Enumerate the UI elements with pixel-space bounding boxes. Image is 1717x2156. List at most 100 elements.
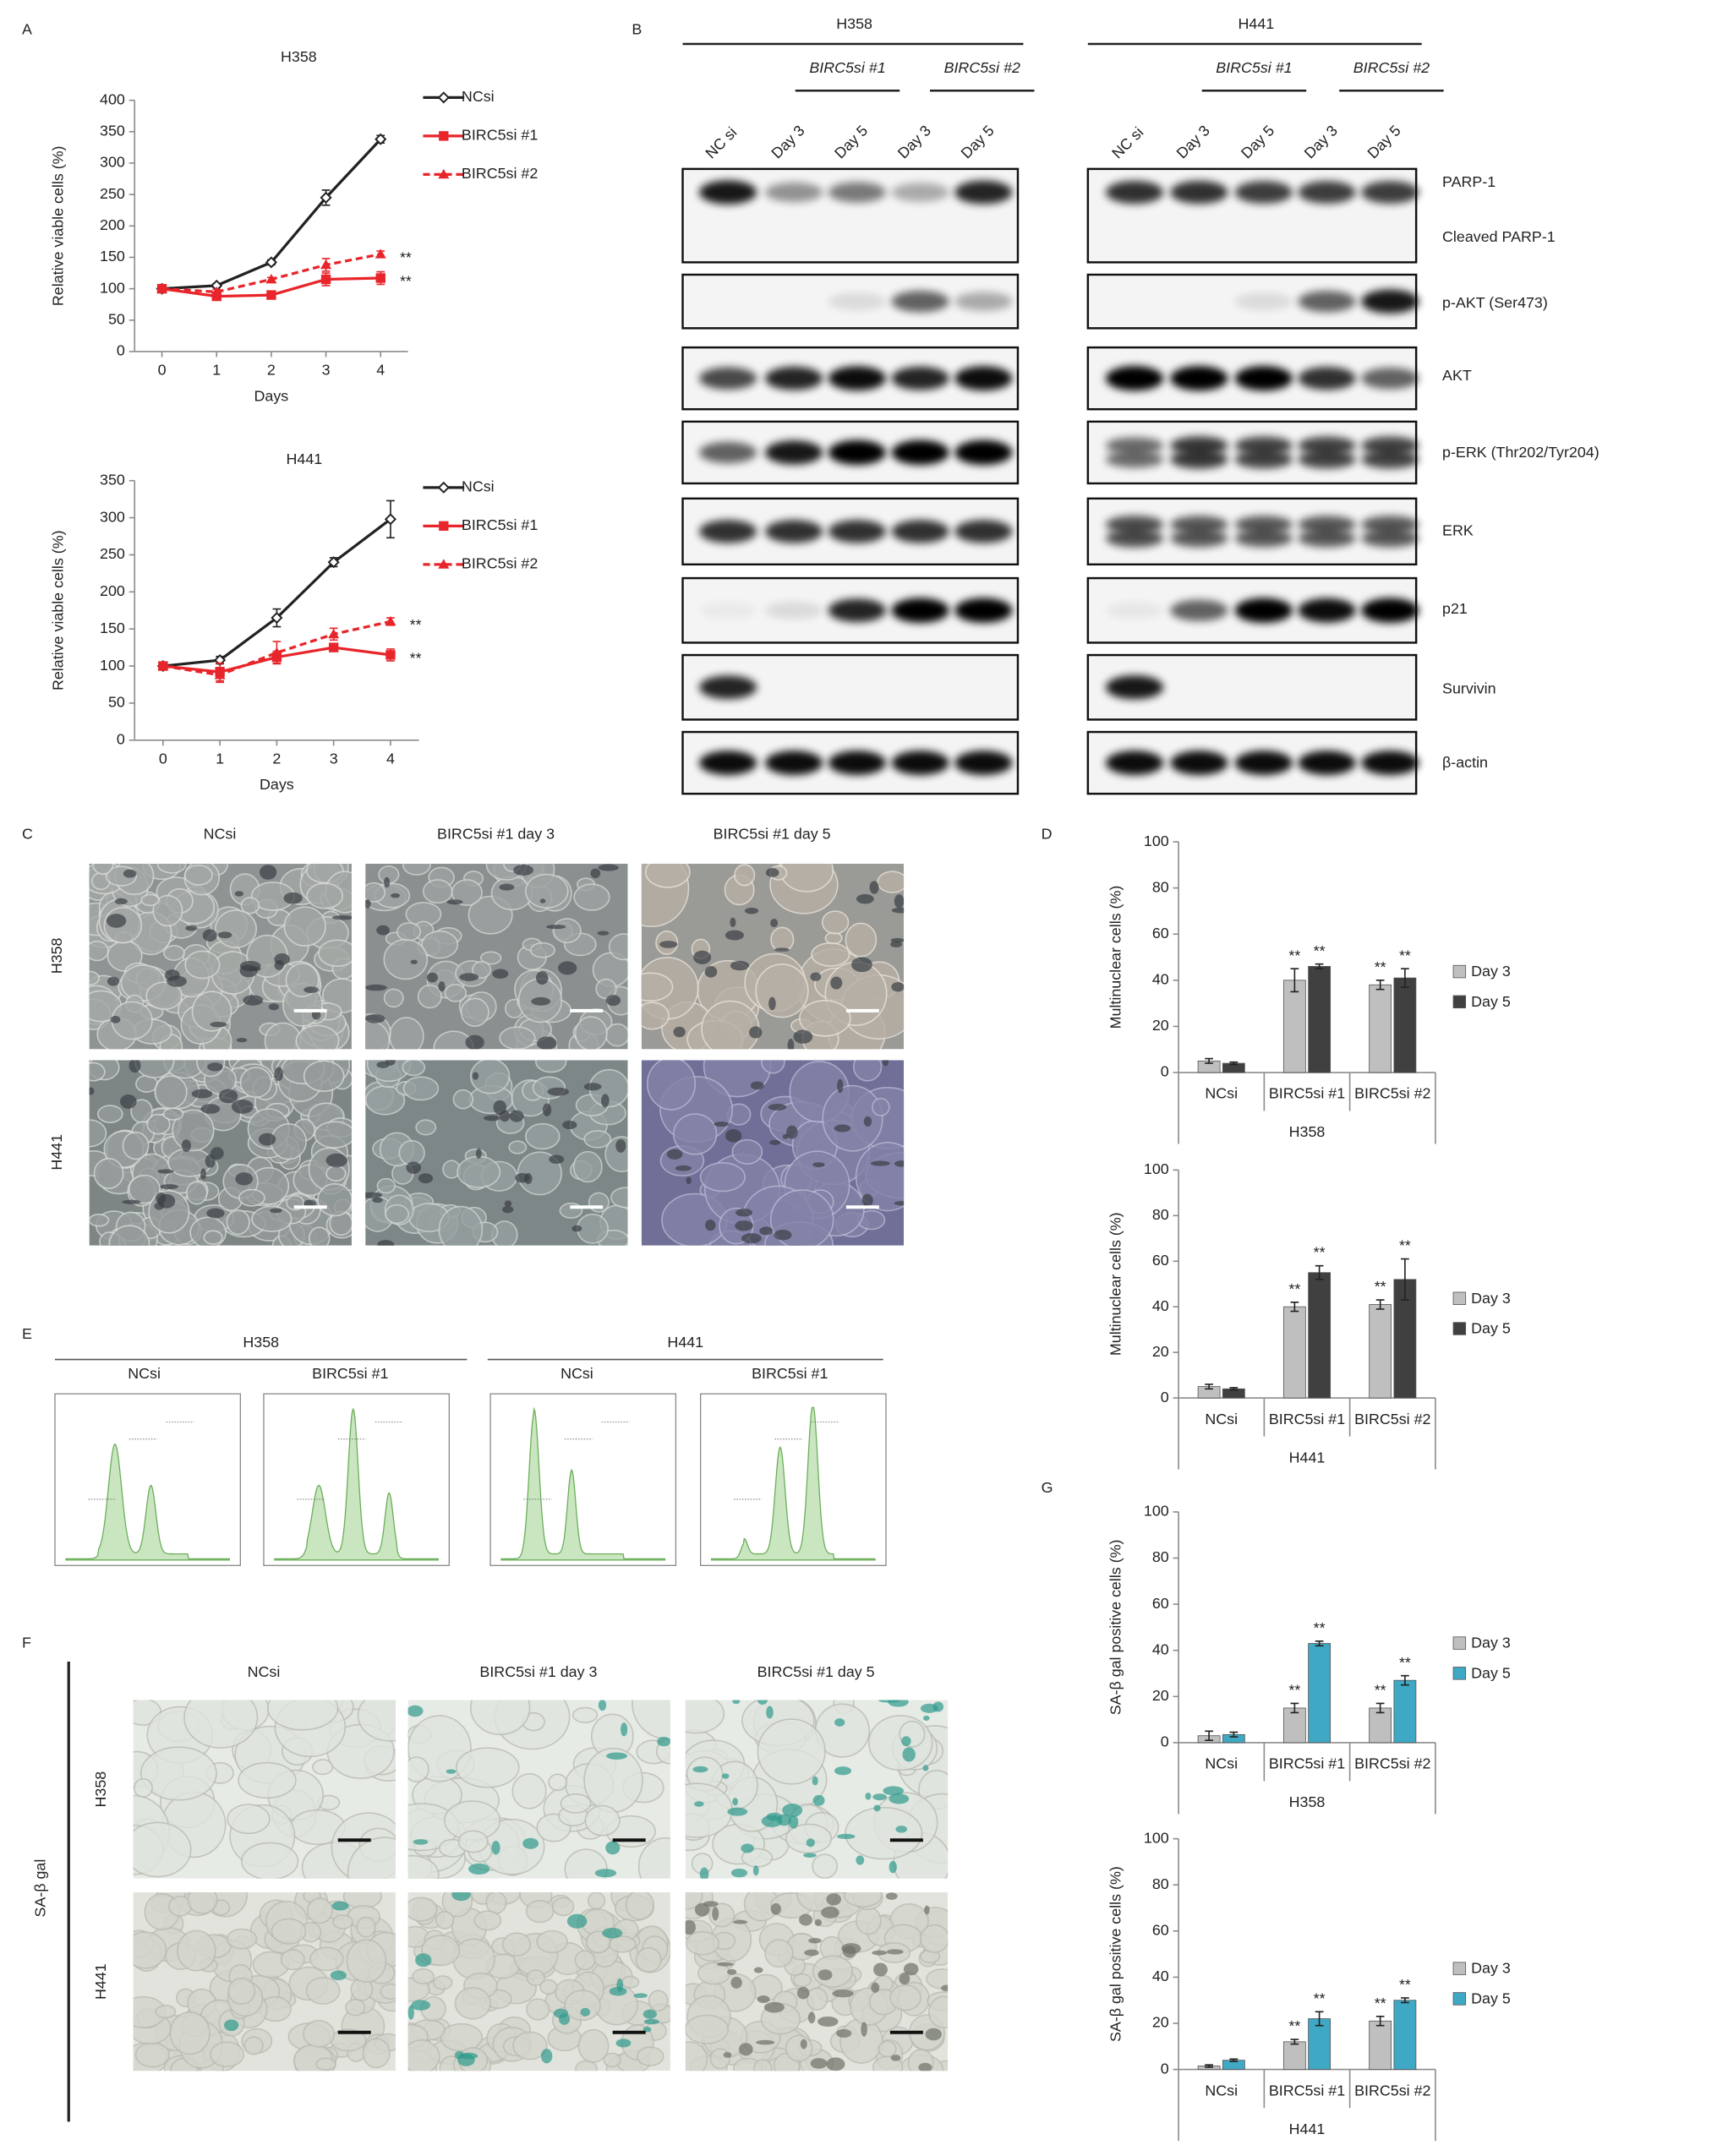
significance: ** — [1399, 1976, 1411, 1993]
cell — [573, 883, 610, 911]
x-tick-label: BIRC5si #2 — [1354, 2082, 1430, 2099]
stain-spot — [235, 1172, 254, 1186]
error-bar — [1205, 1730, 1213, 1741]
stain-spot — [120, 1094, 137, 1109]
y-tick-label: 80 — [1152, 1206, 1169, 1223]
bar — [1369, 1304, 1392, 1399]
band — [828, 751, 886, 775]
cell — [133, 1821, 192, 1878]
stain-spot — [810, 972, 822, 981]
stain-spot — [744, 907, 759, 914]
cell — [93, 1157, 124, 1189]
cell — [417, 984, 442, 1009]
band — [1170, 751, 1228, 775]
stain-spot — [472, 1072, 479, 1080]
y-tick-label: 60 — [1152, 925, 1169, 942]
legend-label: NCsi — [462, 88, 495, 105]
marker — [328, 642, 339, 652]
marker — [375, 248, 386, 259]
lane-label: NC si — [1108, 123, 1146, 161]
cell — [303, 1060, 345, 1093]
cell — [89, 940, 109, 962]
stain-spot — [712, 1907, 719, 1921]
stain-spot — [768, 996, 776, 1011]
cell — [685, 1892, 703, 1910]
band — [1105, 366, 1164, 391]
y-tick-label: 40 — [1152, 1640, 1169, 1657]
cell — [315, 2057, 336, 2071]
stain-spot — [418, 1173, 434, 1184]
cell — [407, 2039, 440, 2071]
blot-label: Survivin — [1442, 680, 1496, 696]
cell — [574, 1016, 608, 1050]
legend-label: Day 5 — [1471, 1320, 1511, 1337]
error-bar — [1375, 2016, 1385, 2027]
cell — [673, 1113, 718, 1155]
cell — [811, 942, 850, 967]
significance: ** — [1375, 1995, 1386, 2011]
stain-spot — [376, 1061, 390, 1068]
cell — [226, 1209, 250, 1236]
x-tick-label: 4 — [376, 361, 385, 378]
stain-spot — [735, 1220, 753, 1231]
cell — [89, 1119, 107, 1148]
legend-label: BIRC5si #2 — [462, 555, 538, 572]
band — [1170, 366, 1228, 391]
stain-spot — [761, 1815, 783, 1827]
cell — [585, 1930, 611, 1954]
band — [1361, 529, 1419, 548]
cell — [699, 1162, 746, 1193]
stain-spot — [842, 1945, 856, 1958]
error-bar — [1401, 1997, 1409, 2004]
stain-spot — [793, 1029, 813, 1044]
stain-spot — [407, 1705, 424, 1717]
stain-spot — [826, 1893, 842, 1906]
cell — [701, 1000, 760, 1050]
band — [1361, 289, 1419, 314]
cell — [407, 1854, 440, 1879]
stain-spot — [694, 1801, 704, 1807]
stain-spot — [274, 952, 290, 965]
band — [1170, 180, 1228, 205]
stain-spot — [763, 2001, 785, 2013]
stain-spot — [903, 1962, 919, 1976]
cell — [89, 1062, 106, 1082]
band — [1105, 751, 1164, 775]
x-tick-label: 0 — [158, 361, 167, 378]
cell — [183, 1700, 259, 1749]
marker — [438, 168, 450, 179]
stain-spot — [160, 1184, 178, 1190]
stain-spot — [558, 961, 577, 975]
band — [828, 292, 886, 310]
stain-spot — [786, 1125, 798, 1139]
legend-swatch — [1452, 1636, 1467, 1650]
cell — [822, 1084, 883, 1152]
band — [828, 598, 886, 623]
cell — [583, 1130, 612, 1149]
cell — [625, 1892, 654, 1920]
cell — [415, 1119, 437, 1136]
cell — [525, 1122, 560, 1150]
legend-label: Day 3 — [1471, 1960, 1511, 1977]
cell — [685, 1700, 725, 1734]
cell — [845, 922, 878, 958]
cell — [603, 2052, 621, 2068]
stain-spot — [562, 1120, 577, 1130]
band — [699, 675, 757, 700]
significance: ** — [1288, 2017, 1300, 2034]
y-tick-label: 50 — [108, 311, 125, 328]
y-tick-label: 80 — [1152, 1548, 1169, 1565]
cell — [380, 1983, 396, 2000]
stain-spot — [605, 995, 621, 1007]
cell — [685, 2014, 730, 2044]
bar — [1282, 2041, 1306, 2071]
y-axis-label: Relative viable cells (%) — [50, 530, 67, 690]
stain-spot — [413, 1839, 429, 1845]
group-label: H441 — [1289, 2121, 1326, 2137]
stain-spot — [891, 982, 905, 992]
stain-spot — [602, 1927, 623, 1939]
legend-label: Day 5 — [1471, 993, 1511, 1010]
cell — [548, 1773, 568, 1792]
error-bar — [1315, 963, 1324, 969]
band — [828, 520, 886, 543]
